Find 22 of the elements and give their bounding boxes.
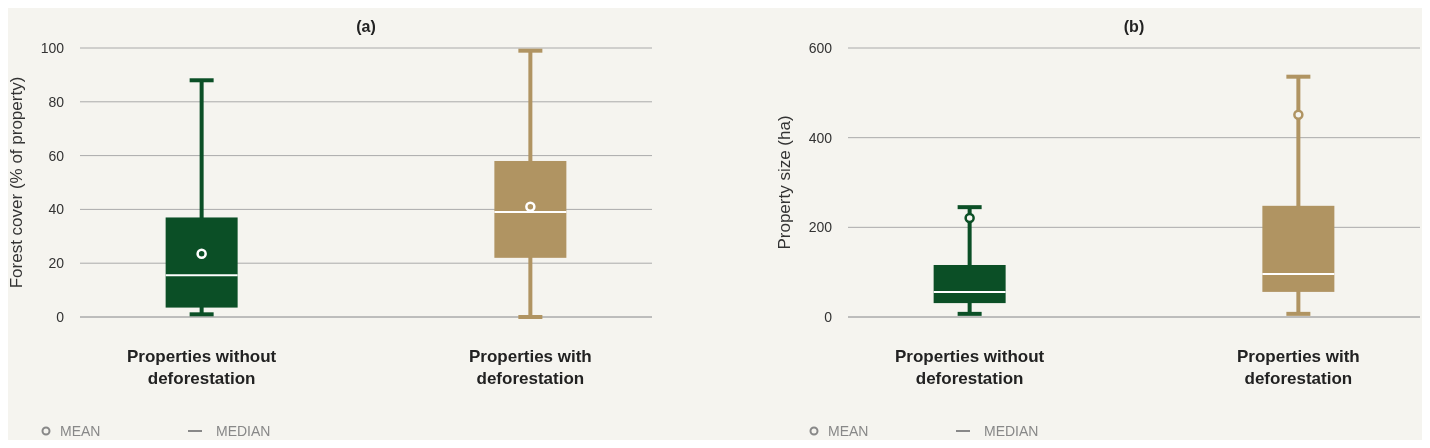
chart-title: (a): [356, 18, 376, 35]
y-tick-label: 400: [808, 129, 833, 146]
text: MEAN: [60, 422, 101, 439]
y-axis-title: Property size (ha): [775, 115, 794, 250]
y-tick-label: 0: [824, 308, 833, 325]
y-axis-title: Forest cover (% of property): [7, 76, 26, 289]
chart-title: (b): [1123, 18, 1145, 35]
y-tick-label: 40: [48, 201, 65, 218]
y-tick-label: 0: [56, 308, 65, 325]
text: MEDIAN: [216, 422, 271, 439]
y-tick-label: 80: [48, 93, 65, 110]
y-tick-label: 60: [48, 147, 65, 164]
text: MEDIAN: [984, 422, 1039, 439]
x-tick-label: Properties with deforestation: [468, 347, 592, 388]
x-tick-label: Properties without deforestation: [127, 347, 277, 388]
x-tick-label: Properties with deforestation: [1236, 347, 1360, 388]
y-tick-label: 600: [808, 39, 833, 56]
text: MEAN: [828, 422, 869, 439]
y-tick-label: 100: [40, 39, 65, 56]
y-tick-label: 200: [808, 219, 833, 236]
y-tick-label: 20: [48, 255, 65, 272]
x-tick-label: Properties without deforestation: [895, 347, 1045, 388]
